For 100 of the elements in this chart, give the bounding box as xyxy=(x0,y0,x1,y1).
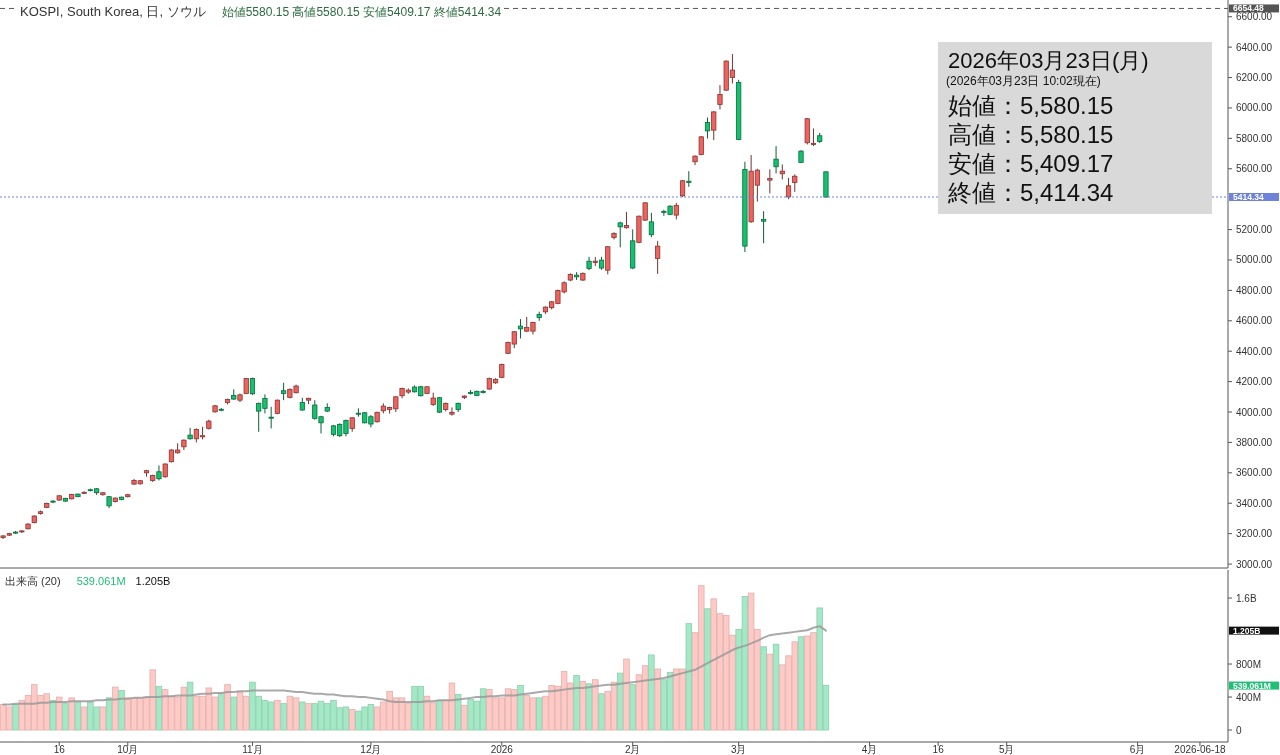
annotation: 2026年03月23日(月) xyxy=(948,48,1149,73)
y-tick-label: 3800.00 xyxy=(1236,436,1273,448)
bar xyxy=(517,685,524,731)
x-tick-label: 4月 xyxy=(861,744,878,755)
x-tick-label: 2026 xyxy=(490,744,514,755)
bar xyxy=(573,675,580,731)
candlestick xyxy=(605,245,611,275)
bar xyxy=(704,608,711,731)
y-tick-label: 1.6B xyxy=(1236,592,1257,604)
ref-line-label: 6654.48 xyxy=(1233,3,1264,14)
bar xyxy=(224,684,231,731)
x-tick-label: 2月 xyxy=(624,744,641,755)
chart-title: KOSPI, South Korea, 日, ソウル xyxy=(20,4,206,19)
annotation: 安値：5,409.17 xyxy=(948,150,1114,177)
y-tick-label: 4600.00 xyxy=(1236,315,1273,327)
bar xyxy=(155,685,163,731)
bar xyxy=(186,681,194,731)
x-tick-label: 6月 xyxy=(1129,744,1146,755)
bar xyxy=(99,706,107,731)
y-tick-label: 400M xyxy=(1236,691,1262,703)
x-tick-label: 11月 xyxy=(242,744,263,755)
y-tick-label: 3200.00 xyxy=(1236,528,1273,540)
y-tick-label: 3000.00 xyxy=(1236,558,1273,570)
bar xyxy=(461,704,468,731)
y-tick-label: 0 xyxy=(1236,724,1242,736)
y-tick-label: 6000.00 xyxy=(1236,102,1273,114)
bar xyxy=(797,636,805,731)
candlestick xyxy=(704,117,711,139)
bar xyxy=(218,693,225,731)
annotation: 始値：5,580.15 xyxy=(948,92,1114,119)
candlestick xyxy=(767,168,773,194)
bar xyxy=(766,653,774,731)
bar xyxy=(112,686,119,731)
bar xyxy=(12,704,19,731)
chart-title: 出来高 (20) xyxy=(5,575,61,587)
bar xyxy=(56,696,63,731)
y-tick-label: 4200.00 xyxy=(1236,376,1273,388)
bar xyxy=(280,703,287,731)
bar xyxy=(592,679,599,731)
y-tick-label: 6400.00 xyxy=(1236,41,1273,53)
x-tick-label: 16 xyxy=(53,744,66,755)
candlestick xyxy=(761,210,767,244)
candlestick xyxy=(711,110,717,141)
line-series xyxy=(2,625,827,706)
bar xyxy=(629,684,636,731)
text: 始値5580.15 高値5580.15 安値5409.17 終値5414.34 xyxy=(221,5,502,19)
ref-line-label: 5414.34 xyxy=(1233,191,1264,202)
y-tick-label: 4000.00 xyxy=(1236,406,1273,418)
annotation: 539.061M xyxy=(76,575,126,587)
y-tick-label: 6600.00 xyxy=(1236,11,1273,23)
bar xyxy=(274,699,281,731)
x-tick-label: 12月 xyxy=(360,744,382,755)
bar xyxy=(299,701,306,731)
annotation: 終値：5,414.34 xyxy=(947,179,1114,206)
bar xyxy=(80,706,88,731)
text: 1.205B xyxy=(1233,625,1261,636)
candlestick xyxy=(785,177,792,200)
bar xyxy=(118,690,125,731)
bar xyxy=(62,703,69,731)
y-tick-label: 6200.00 xyxy=(1236,72,1273,84)
candlestick xyxy=(517,318,524,339)
x-tick-label: 10月 xyxy=(117,744,139,755)
bar xyxy=(623,658,630,731)
candlestick xyxy=(773,145,779,174)
x-tick-label: 5月 xyxy=(998,744,1015,755)
bar xyxy=(598,693,605,731)
bar xyxy=(579,680,587,731)
bar xyxy=(654,668,661,731)
bar xyxy=(454,694,462,731)
bar xyxy=(348,709,356,731)
annotation: (2026年03月23日 10:02現在) xyxy=(946,74,1101,88)
y-tick-label: 4800.00 xyxy=(1236,284,1273,296)
x-tick-label: 2026-06-18 xyxy=(1174,744,1226,755)
candlestick xyxy=(717,84,723,110)
bar xyxy=(68,697,75,731)
text: 539.061M xyxy=(1233,680,1271,691)
bar xyxy=(772,643,780,731)
bar xyxy=(436,699,443,731)
candlestick xyxy=(648,212,654,238)
y-tick-label: 5200.00 xyxy=(1236,224,1273,236)
y-tick-label: 5600.00 xyxy=(1236,163,1273,175)
y-tick-label: 800M xyxy=(1236,658,1262,670)
bar xyxy=(585,683,593,731)
bar xyxy=(535,697,543,731)
y-tick-label: 3600.00 xyxy=(1236,467,1273,479)
bar xyxy=(230,696,237,731)
bar xyxy=(760,646,767,731)
x-tick-label: 3月 xyxy=(730,744,747,755)
candlestick xyxy=(268,406,274,429)
x-tick-label: 16 xyxy=(932,744,945,755)
candlestick xyxy=(617,221,623,248)
bar xyxy=(105,697,113,731)
bar xyxy=(648,654,655,731)
y-tick-label: 3400.00 xyxy=(1236,497,1273,509)
bar xyxy=(685,623,693,731)
candlestick xyxy=(449,406,455,417)
annotation: 高値：5,580.15 xyxy=(948,121,1114,148)
candlestick xyxy=(156,464,162,481)
annotation: 1.205B xyxy=(135,575,171,587)
candlestick xyxy=(655,240,661,275)
